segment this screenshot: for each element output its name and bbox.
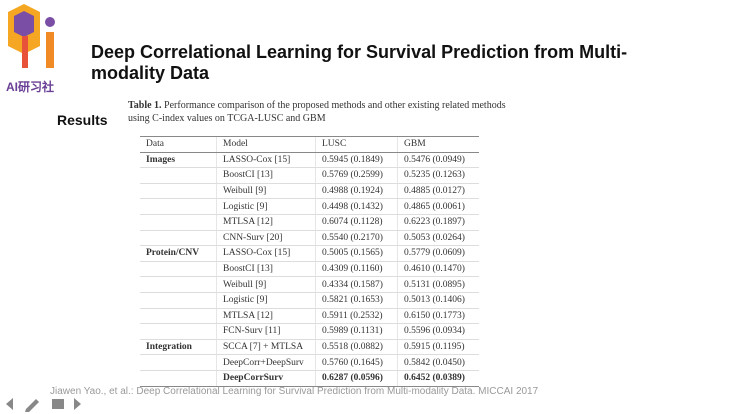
group-cell: Integration xyxy=(140,338,217,356)
table-cell: 0.4610 (0.1470) xyxy=(397,261,479,278)
table-cell: Logistic [9] xyxy=(216,198,316,215)
table-cell: LASSO-Cox [15] xyxy=(216,245,316,262)
results-table: Data Model LUSC GBM Images LASSO-Cox [15] 0.59… xyxy=(140,136,479,387)
table-cell: SCCA [7] + MTLSA xyxy=(216,338,316,356)
section-label: Results xyxy=(57,112,108,128)
group-cell xyxy=(140,292,217,309)
pen-button[interactable] xyxy=(25,399,39,412)
header-cell: Data xyxy=(140,136,217,153)
table-row: Logistic [9] 0.4498 (0.1432) 0.4865 (0.006… xyxy=(140,198,479,215)
table-cell: DeepCorr+DeepSurv xyxy=(216,354,316,371)
table-cell: 0.5915 (0.1195) xyxy=(397,338,479,356)
caption-label: Table 1. xyxy=(128,100,162,111)
table-row: Integration SCCA [7] + MTLSA 0.5518 (0.088… xyxy=(140,338,479,356)
logo-icon xyxy=(8,4,55,68)
table-cell: Weibull [9] xyxy=(216,276,316,293)
group-cell xyxy=(140,276,217,293)
table-cell: CNN-Surv [20] xyxy=(216,230,316,247)
group-cell xyxy=(140,230,217,247)
group-cell xyxy=(140,261,217,278)
table-cell: 0.6223 (0.1897) xyxy=(397,214,479,231)
table-cell: BoostCI [13] xyxy=(216,261,316,278)
table-cell: LASSO-Cox [15] xyxy=(216,151,316,169)
table-cell: FCN-Surv [11] xyxy=(216,323,316,340)
table-row: Weibull [9] 0.4988 (0.1924) 0.4885 (0.0127… xyxy=(140,183,479,200)
table-cell: MTLSA [12] xyxy=(216,214,316,231)
group-cell: Protein/CNV xyxy=(140,245,217,262)
table-cell: 0.5540 (0.2170) xyxy=(315,230,398,247)
group-cell xyxy=(140,183,217,200)
table-cell: 0.5131 (0.0895) xyxy=(397,276,479,293)
table-row: Images LASSO-Cox [15] 0.5945 (0.1849) 0.547… xyxy=(140,151,479,169)
table-cell: 0.5596 (0.0934) xyxy=(397,323,479,340)
table-cell: 0.4334 (0.1587) xyxy=(315,276,398,293)
logo-text: AI研习社 xyxy=(6,80,55,94)
table-cell: 0.5005 (0.1565) xyxy=(315,245,398,262)
table-row: FCN-Surv [11] 0.5989 (0.1131) 0.5596 (0.09… xyxy=(140,323,479,340)
table-cell: 0.5760 (0.1645) xyxy=(315,354,398,371)
table-cell: 0.5013 (0.1406) xyxy=(397,292,479,309)
table-row: Protein/CNV LASSO-Cox [15] 0.5005 (0.1565)… xyxy=(140,245,479,262)
header-cell: Model xyxy=(216,136,316,153)
group-cell xyxy=(140,370,217,387)
table-row: MTLSA [12] 0.6074 (0.1128) 0.6223 (0.1897) xyxy=(140,214,479,231)
slide-title: Deep Correlational Learning for Survival… xyxy=(91,42,628,83)
table-cell: 0.5235 (0.1263) xyxy=(397,167,479,184)
table-row: DeepCorr+DeepSurv 0.5760 (0.1645) 0.5842 (… xyxy=(140,354,479,371)
table-cell: 0.5779 (0.0609) xyxy=(397,245,479,262)
header-row: Data Model LUSC GBM xyxy=(140,136,479,153)
menu-button[interactable] xyxy=(52,399,64,409)
group-cell xyxy=(140,198,217,215)
table-cell: Logistic [9] xyxy=(216,292,316,309)
table-cell: DeepCorrSurv xyxy=(216,370,316,387)
table-cell: 0.6074 (0.1128) xyxy=(315,214,398,231)
table-row: Logistic [9] 0.5821 (0.1653) 0.5013 (0.140… xyxy=(140,292,479,309)
table-row: MTLSA [12] 0.5911 (0.2532) 0.6150 (0.1773) xyxy=(140,308,479,325)
table-cell: 0.5053 (0.0264) xyxy=(397,230,479,247)
group-cell xyxy=(140,214,217,231)
table-cell: 0.5769 (0.2599) xyxy=(315,167,398,184)
table-row: CNN-Surv [20] 0.5540 (0.2170) 0.5053 (0.02… xyxy=(140,230,479,247)
table-cell: MTLSA [12] xyxy=(216,308,316,325)
toolbar[interactable] xyxy=(4,396,94,412)
header-cell: GBM xyxy=(397,136,479,153)
table-cell: 0.6287 (0.0596) xyxy=(315,370,398,387)
table-cell: 0.4885 (0.0127) xyxy=(397,183,479,200)
table-cell: 0.5945 (0.1849) xyxy=(315,151,398,169)
table-cell: 0.4309 (0.1160) xyxy=(315,261,398,278)
table-caption: Table 1. Performance comparison of the p… xyxy=(128,99,508,125)
table-row: BoostCI [13] 0.5769 (0.2599) 0.5235 (0.126… xyxy=(140,167,479,184)
table-cell: 0.4988 (0.1924) xyxy=(315,183,398,200)
group-cell xyxy=(140,308,217,325)
table-cell: 0.5842 (0.0450) xyxy=(397,354,479,371)
table-cell: 0.5518 (0.0882) xyxy=(315,338,398,356)
group-cell xyxy=(140,354,217,371)
table-row: DeepCorrSurv 0.6287 (0.0596) 0.6452 (0.038… xyxy=(140,370,479,387)
table-cell: 0.5911 (0.2532) xyxy=(315,308,398,325)
table-cell: 0.6150 (0.1773) xyxy=(397,308,479,325)
table-cell: BoostCI [13] xyxy=(216,167,316,184)
group-cell xyxy=(140,323,217,340)
table-cell: 0.5989 (0.1131) xyxy=(315,323,398,340)
next-button[interactable] xyxy=(74,398,81,410)
table-cell: 0.5821 (0.1653) xyxy=(315,292,398,309)
prev-button[interactable] xyxy=(6,398,13,410)
table-cell: 0.4498 (0.1432) xyxy=(315,198,398,215)
group-cell: Images xyxy=(140,151,217,169)
table-cell: 0.6452 (0.0389) xyxy=(397,370,479,387)
table-row: Weibull [9] 0.4334 (0.1587) 0.5131 (0.0895… xyxy=(140,276,479,293)
table-row: BoostCI [13] 0.4309 (0.1160) 0.4610 (0.147… xyxy=(140,261,479,278)
citation: Jiawen Yao., et al.: Deep Correlational … xyxy=(50,386,539,397)
caption-text: Performance comparison of the proposed m… xyxy=(128,100,506,124)
table-cell: 0.5476 (0.0949) xyxy=(397,151,479,169)
header-cell: LUSC xyxy=(315,136,398,153)
table-cell: Weibull [9] xyxy=(216,183,316,200)
table-cell: 0.4865 (0.0061) xyxy=(397,198,479,215)
group-cell xyxy=(140,167,217,184)
